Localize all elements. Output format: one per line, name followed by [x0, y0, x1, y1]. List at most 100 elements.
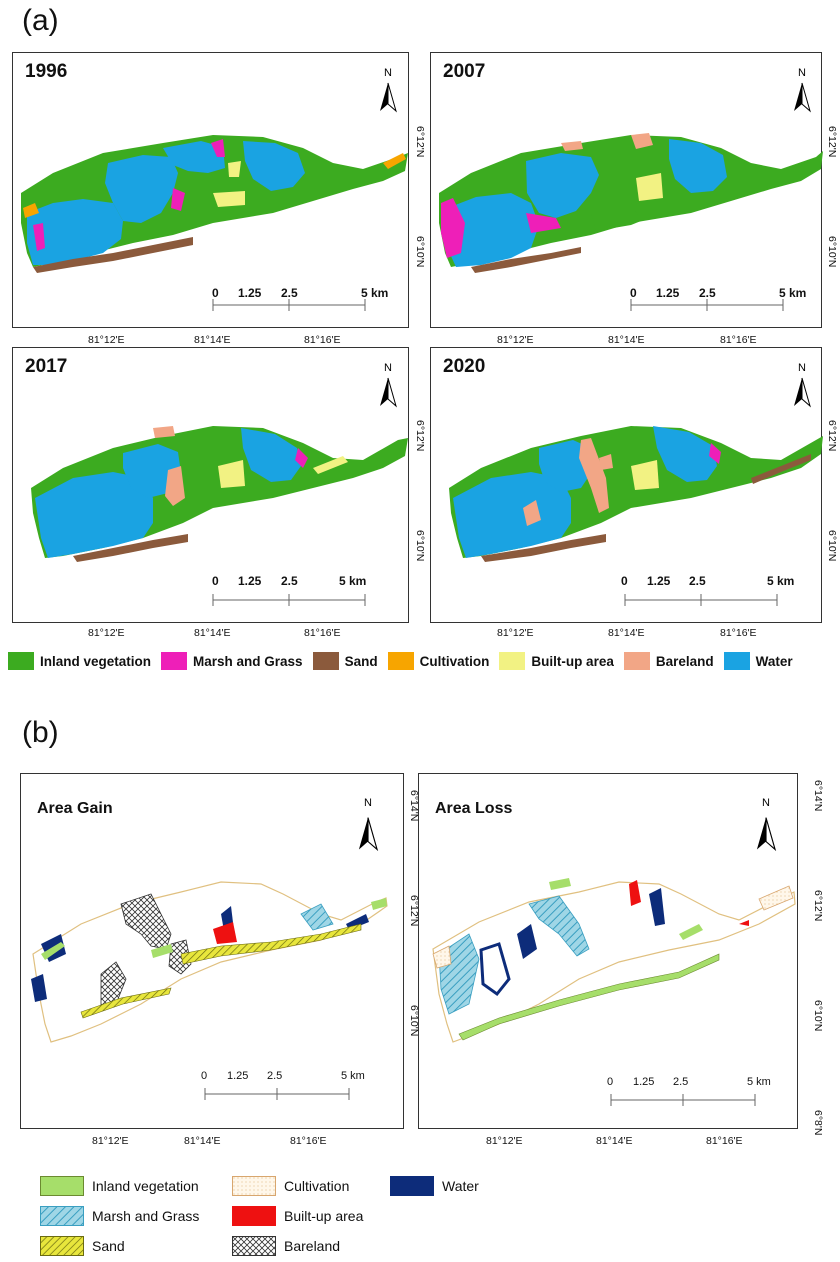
legend-swatch: [499, 652, 526, 670]
scale-tick: 1.25: [238, 286, 262, 300]
land-cover-map-2020: [449, 426, 823, 562]
lon-label: 81°12'E: [92, 1135, 129, 1147]
lon-label: 81°12'E: [88, 627, 125, 639]
legend-label: Cultivation: [419, 653, 490, 669]
legend-swatch: [8, 652, 34, 670]
lon-label: 81°12'E: [486, 1135, 523, 1147]
legend-b-item: Water: [390, 1176, 479, 1196]
lon-label: 81°16'E: [706, 1135, 743, 1147]
scale-tick: 0: [621, 574, 628, 588]
scale-tick: 2.5: [673, 1076, 689, 1088]
legend-label: Marsh and Grass: [92, 1208, 200, 1224]
lon-label: 81°16'E: [304, 334, 341, 346]
legend-label: Sand: [344, 653, 378, 669]
scale-tick: 0: [212, 574, 219, 588]
map-title: Area Gain: [37, 800, 113, 817]
legend-b-item: Built-up area: [232, 1206, 363, 1226]
scale-tick: 1.25: [227, 1070, 249, 1082]
land-cover-map-2017: [31, 426, 408, 562]
land-cover-map-1996: [21, 135, 408, 273]
lat-label: 6°12'N: [826, 420, 838, 452]
svg-text:N: N: [384, 67, 392, 79]
svg-text:N: N: [798, 67, 806, 79]
lon-label: 81°16'E: [720, 627, 757, 639]
lon-label: 81°14'E: [608, 627, 645, 639]
legend-swatch: [623, 652, 650, 670]
lon-label: 81°14'E: [194, 334, 231, 346]
lat-label: 6°12'N: [414, 126, 426, 158]
legend-b-item: Inland vegetation: [40, 1176, 199, 1196]
cultivation-swatch: [232, 1176, 276, 1196]
north-arrow-icon: N: [358, 797, 378, 851]
lat-label: 6°12'N: [826, 126, 838, 158]
svg-text:N: N: [762, 797, 770, 809]
lat-label: 6°14'N: [812, 780, 824, 812]
legend-label: Sand: [92, 1238, 125, 1254]
scale-tick: 5 km: [341, 1070, 365, 1082]
scale-tick: 1.25: [238, 574, 262, 588]
scale-tick: 0: [607, 1076, 614, 1088]
map-year: 2017: [25, 356, 68, 377]
scale-tick: 1.25: [656, 286, 680, 300]
legend-swatch: [723, 652, 750, 670]
lon-label: 81°16'E: [304, 627, 341, 639]
north-arrow-icon: N: [793, 67, 811, 112]
lon-label: 81°16'E: [720, 334, 757, 346]
map-2017: 2017 N 0 1.25 2.5 5 km: [12, 347, 409, 623]
lon-label: 81°16'E: [290, 1135, 327, 1147]
scale-bar: [204, 1088, 350, 1100]
scale-tick: 0: [212, 286, 219, 300]
scale-tick: 0: [201, 1070, 208, 1082]
map-2020: 2020 N 0 1.25 2.5 5 km: [430, 347, 823, 623]
map-year: 1996: [25, 61, 68, 82]
legend-label: Bareland: [284, 1238, 341, 1254]
panel-b-label: (b): [22, 716, 59, 749]
scale-bar: [610, 1094, 756, 1106]
land-cover-map-2007: [439, 133, 823, 273]
map-area-gain: Area Gain N 0 1.25 2.5 5 km: [20, 773, 404, 1129]
legend-label: Inland vegetation: [40, 653, 152, 669]
builtup-swatch: [232, 1206, 276, 1226]
scale-bar: [212, 299, 366, 311]
vegetation-swatch: [40, 1176, 84, 1196]
marsh-swatch: [40, 1206, 84, 1226]
lat-label: 6°12'N: [812, 890, 824, 922]
lat-label: 6°10'N: [414, 530, 426, 562]
map-year: 2007: [443, 61, 486, 82]
north-arrow-icon: N: [793, 362, 811, 407]
map-year: 2020: [443, 356, 486, 377]
legend-swatch: [387, 652, 414, 670]
svg-text:N: N: [364, 797, 372, 809]
scale-bar: [630, 299, 784, 311]
scale-tick: 2.5: [281, 574, 298, 588]
scale-tick: 5 km: [361, 286, 389, 300]
scale-tick: 5 km: [339, 574, 367, 588]
north-arrow-icon: N: [379, 67, 397, 112]
sand-swatch: [40, 1236, 84, 1256]
lat-label: 6°10'N: [826, 236, 838, 268]
scale-bar: [624, 594, 778, 606]
svg-text:N: N: [384, 362, 392, 374]
legend-b-item: Bareland: [232, 1236, 340, 1256]
scale-bar: [212, 594, 366, 606]
north-arrow-icon: N: [379, 362, 397, 407]
legend-swatch: [161, 652, 188, 670]
map-title: Area Loss: [435, 800, 513, 817]
bareland-swatch: [232, 1236, 276, 1256]
north-arrow-icon: N: [756, 797, 776, 851]
lat-label: 6°10'N: [414, 236, 426, 268]
legend-label: Marsh and Grass: [193, 653, 303, 669]
scale-tick: 1.25: [647, 574, 671, 588]
lon-label: 81°12'E: [497, 334, 534, 346]
svg-text:N: N: [798, 362, 806, 374]
legend-label: Bareland: [655, 653, 714, 669]
scale-tick: 2.5: [699, 286, 716, 300]
area-loss-map: [432, 878, 796, 1043]
lon-label: 81°14'E: [194, 627, 231, 639]
legend-label: Cultivation: [284, 1178, 350, 1194]
legend-a: Inland vegetation Marsh and Grass Sand C…: [8, 651, 793, 671]
legend-b-item: Marsh and Grass: [40, 1206, 199, 1226]
scale-tick: 1.25: [633, 1076, 655, 1088]
scale-tick: 0: [630, 286, 637, 300]
legend-label: Built-up area: [284, 1208, 364, 1224]
